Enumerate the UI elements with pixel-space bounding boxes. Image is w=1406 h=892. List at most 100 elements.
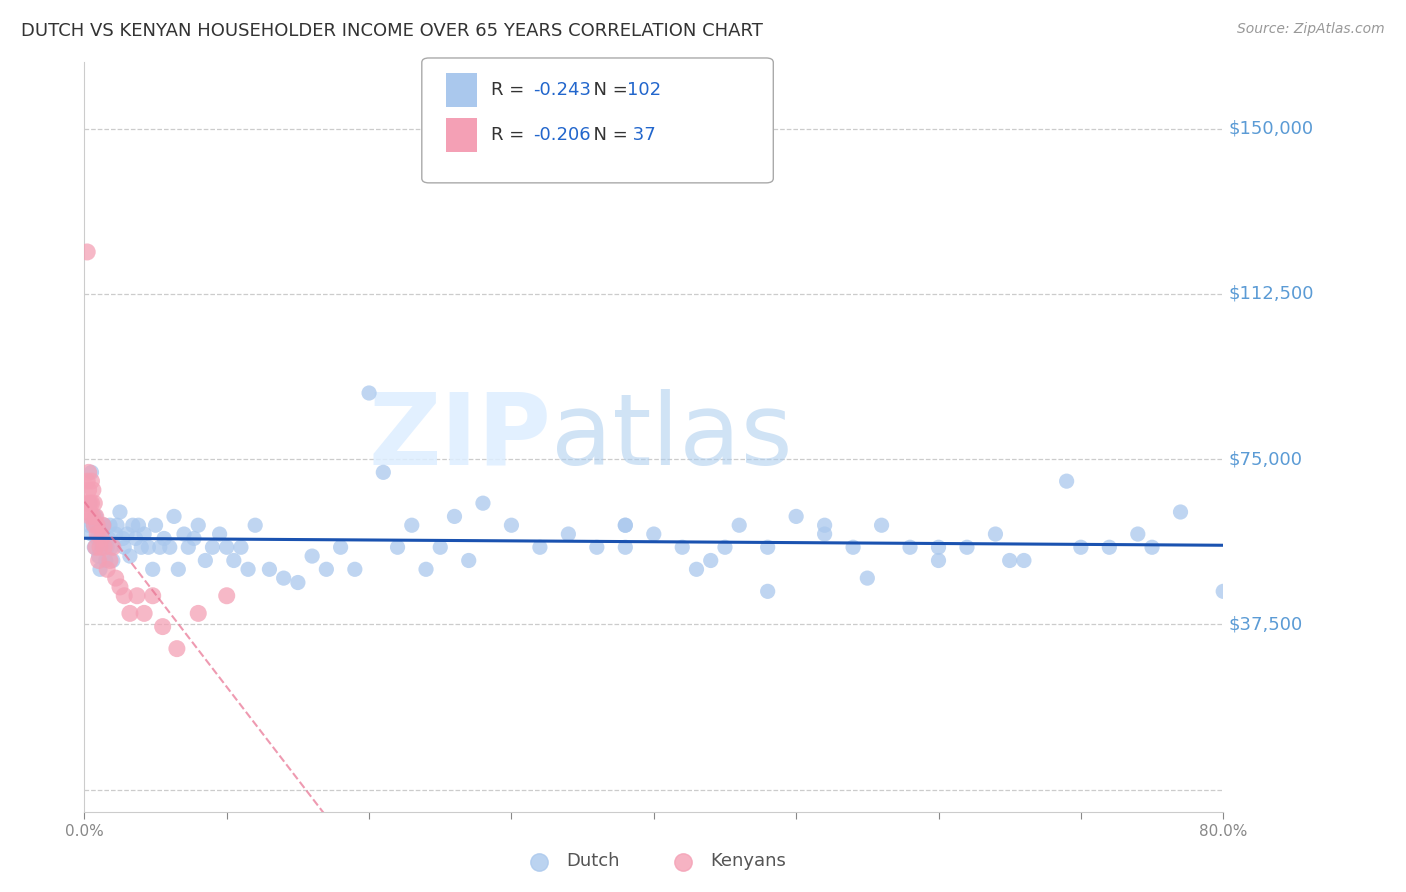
Text: R =: R = <box>491 81 530 99</box>
Text: $150,000: $150,000 <box>1229 120 1315 137</box>
Point <box>586 541 609 555</box>
Point <box>373 466 395 480</box>
Point <box>898 541 921 555</box>
Point <box>97 532 120 546</box>
Point <box>928 553 950 567</box>
Point <box>245 518 267 533</box>
Point <box>79 496 101 510</box>
Point <box>443 509 465 524</box>
Point <box>121 518 143 533</box>
Point <box>159 541 181 555</box>
Point <box>134 527 156 541</box>
Point <box>870 518 893 533</box>
Point <box>501 518 523 533</box>
Point <box>108 505 131 519</box>
Point <box>86 527 108 541</box>
Point <box>557 527 579 541</box>
Point <box>93 518 115 533</box>
Point <box>82 483 104 497</box>
Point <box>359 386 381 401</box>
Point <box>149 541 172 555</box>
Point <box>387 541 409 555</box>
Point <box>183 532 205 546</box>
Text: $75,000: $75,000 <box>1229 450 1303 468</box>
Point <box>163 509 186 524</box>
Text: N =: N = <box>582 81 634 99</box>
Point <box>98 553 121 567</box>
Point <box>93 541 115 555</box>
Point <box>104 571 127 585</box>
Point <box>118 607 141 621</box>
Point <box>96 562 118 576</box>
Point <box>208 527 231 541</box>
Text: 37: 37 <box>627 126 655 144</box>
Point <box>429 541 451 555</box>
Point <box>614 518 637 533</box>
Point <box>700 553 723 567</box>
Point <box>1126 527 1149 541</box>
Point <box>77 483 100 497</box>
Point <box>928 541 950 555</box>
Legend: Dutch, Kenyans: Dutch, Kenyans <box>515 846 793 878</box>
Point <box>77 466 100 480</box>
Point <box>415 562 437 576</box>
Point <box>177 541 200 555</box>
Point <box>89 562 111 576</box>
Point <box>142 589 165 603</box>
Point <box>104 527 127 541</box>
Point <box>80 474 103 488</box>
Point <box>215 541 238 555</box>
Point <box>814 527 837 541</box>
Text: atlas: atlas <box>551 389 793 485</box>
Point <box>472 496 495 510</box>
Point <box>87 553 110 567</box>
Point <box>236 562 259 576</box>
Point <box>83 541 105 555</box>
Point <box>91 527 114 541</box>
Point <box>82 518 104 533</box>
Point <box>112 589 135 603</box>
Point <box>76 244 98 259</box>
Point <box>301 549 323 563</box>
Point <box>842 541 865 555</box>
Point <box>80 466 103 480</box>
Text: -0.206: -0.206 <box>533 126 591 144</box>
Point <box>94 553 117 567</box>
Point <box>273 571 295 585</box>
Point <box>457 553 479 567</box>
Point <box>125 589 148 603</box>
Point <box>82 509 104 524</box>
Text: $112,500: $112,500 <box>1229 285 1315 303</box>
Text: Source: ZipAtlas.com: Source: ZipAtlas.com <box>1237 22 1385 37</box>
Point <box>138 541 160 555</box>
Point <box>343 562 366 576</box>
Point <box>1140 541 1163 555</box>
Point <box>86 518 108 533</box>
Point <box>187 518 209 533</box>
Point <box>215 589 238 603</box>
Point <box>86 532 108 546</box>
Text: N =: N = <box>582 126 634 144</box>
Point <box>287 575 309 590</box>
Point <box>124 532 146 546</box>
Point <box>91 518 114 533</box>
Point <box>108 580 131 594</box>
Point <box>142 562 165 576</box>
Point <box>105 518 128 533</box>
Point <box>80 496 103 510</box>
Point <box>756 541 779 555</box>
Point <box>112 541 135 555</box>
Point <box>1056 474 1078 488</box>
Point <box>956 541 979 555</box>
Point <box>76 505 98 519</box>
Point <box>229 541 252 555</box>
Point <box>998 553 1021 567</box>
Point <box>131 541 153 555</box>
Point <box>87 549 110 563</box>
Point <box>222 553 245 567</box>
Point <box>79 496 101 510</box>
Point <box>1098 541 1121 555</box>
Point <box>315 562 337 576</box>
Point <box>1212 584 1234 599</box>
Point <box>984 527 1007 541</box>
